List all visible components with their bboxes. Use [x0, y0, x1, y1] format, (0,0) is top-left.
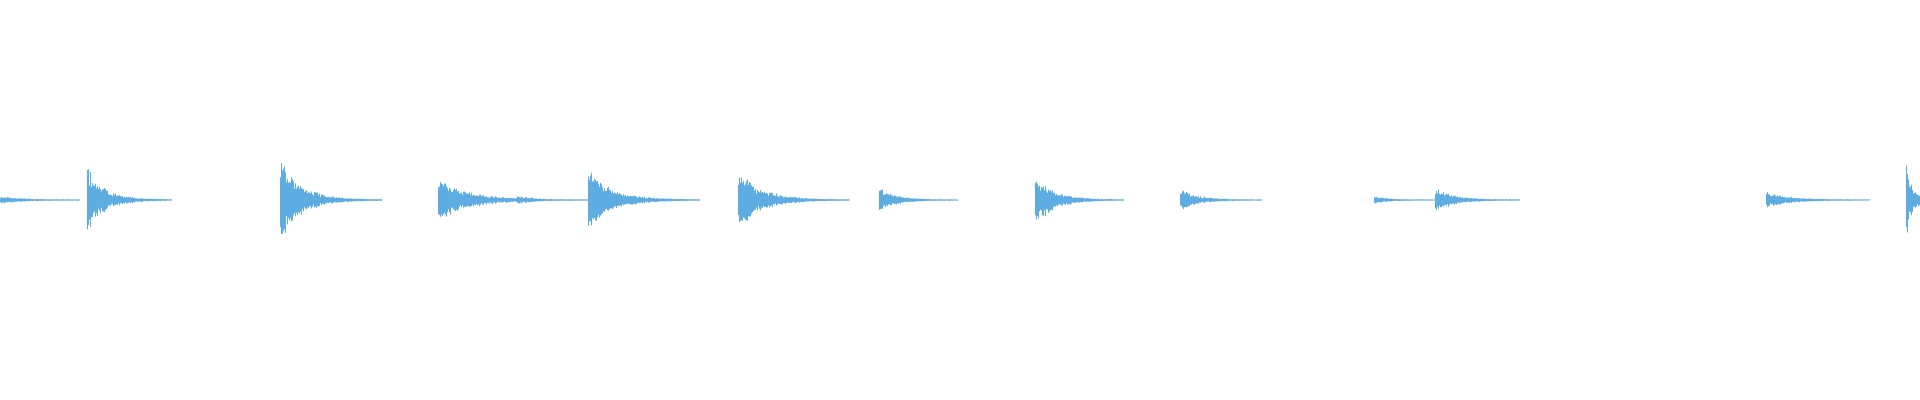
- waveform-path: [0, 163, 1920, 234]
